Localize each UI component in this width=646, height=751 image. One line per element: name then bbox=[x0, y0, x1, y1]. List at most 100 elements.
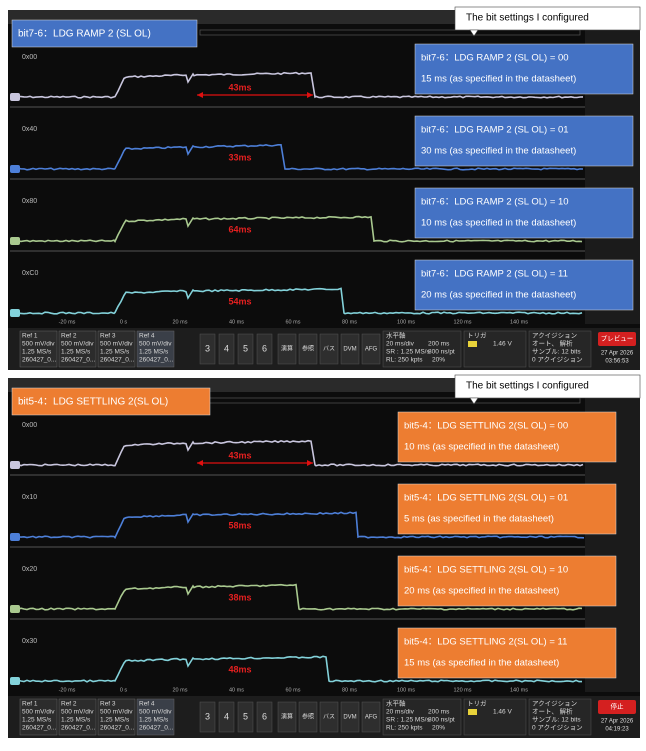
control-button[interactable] bbox=[361, 701, 381, 733]
control-button[interactable] bbox=[218, 333, 235, 365]
ref-name: Ref 4 bbox=[139, 333, 155, 340]
button-label: 4 bbox=[224, 711, 229, 721]
button-label: 5 bbox=[243, 711, 248, 721]
trigger-box bbox=[463, 698, 527, 736]
x-axis-label: 60 ms bbox=[286, 319, 301, 325]
channel-code: 0x40 bbox=[22, 126, 37, 133]
h-length: 200 ms bbox=[428, 709, 450, 716]
control-button[interactable] bbox=[237, 701, 254, 733]
control-button[interactable] bbox=[340, 701, 360, 733]
ref-tile[interactable] bbox=[136, 330, 175, 368]
status-text: プレビュー bbox=[601, 334, 634, 343]
note-text: The bit settings I configured bbox=[466, 13, 589, 24]
waveform bbox=[11, 439, 584, 467]
x-axis-label: 0 s bbox=[120, 319, 128, 325]
spec-text: 10 ms (as specified in the datasheet) bbox=[404, 442, 559, 453]
control-button[interactable] bbox=[319, 333, 339, 365]
ref-tile[interactable] bbox=[136, 698, 175, 736]
channel-marker bbox=[10, 93, 20, 101]
control-button[interactable] bbox=[199, 333, 216, 365]
duration-label: 54ms bbox=[228, 296, 251, 306]
waveform bbox=[11, 215, 583, 244]
title-callout bbox=[11, 387, 211, 416]
ref-tile[interactable] bbox=[97, 698, 136, 736]
duration-label: 43ms bbox=[228, 450, 251, 460]
title-text: bit7-6：LDG RAMP 2 (SL OL) bbox=[18, 29, 151, 40]
ref-file: 260427_0... bbox=[139, 725, 174, 732]
x-axis-label: 0 s bbox=[120, 687, 128, 693]
note-box bbox=[454, 6, 641, 31]
ref-tile[interactable] bbox=[19, 698, 58, 736]
title-text: bit5-4：LDG SETTLING 2(SL OL) bbox=[18, 397, 168, 408]
title-callout bbox=[11, 19, 198, 48]
button-label: 6 bbox=[262, 711, 267, 721]
control-button[interactable] bbox=[340, 333, 360, 365]
control-button[interactable] bbox=[218, 701, 235, 733]
ref-tile[interactable] bbox=[58, 698, 97, 736]
control-button[interactable] bbox=[256, 333, 273, 365]
channel-code: 0x20 bbox=[22, 566, 37, 573]
setting-text: bit7-6：LDG RAMP 2 (SL OL) = 00 bbox=[421, 53, 569, 64]
waveform bbox=[11, 655, 582, 683]
waveform bbox=[11, 71, 584, 99]
control-button[interactable] bbox=[237, 333, 254, 365]
x-axis-label: 120 ms bbox=[453, 319, 471, 325]
channel-marker bbox=[10, 605, 20, 613]
status-button[interactable] bbox=[598, 700, 636, 714]
h-scale: 20 ms/div bbox=[386, 341, 415, 348]
time-text: 04:19:23 bbox=[605, 727, 629, 733]
setting-callout bbox=[414, 115, 634, 167]
waveform bbox=[11, 143, 584, 171]
control-button[interactable] bbox=[298, 333, 318, 365]
button-label: AFG bbox=[365, 715, 378, 721]
spec-text: 20 ms (as specified in the datasheet) bbox=[404, 586, 559, 597]
trigger-level: 1.46 V bbox=[493, 709, 512, 716]
setting-callout bbox=[414, 43, 634, 95]
h-record: RL: 250 kpts bbox=[386, 725, 423, 732]
x-axis-label: 100 ms bbox=[397, 687, 415, 693]
waveform bbox=[11, 583, 583, 611]
horizontal-box bbox=[382, 698, 462, 736]
ref-tile[interactable] bbox=[97, 330, 136, 368]
h-heading: 水平軸 bbox=[386, 699, 406, 708]
button-label: バス bbox=[323, 346, 335, 353]
x-axis-label: 20 ms bbox=[173, 687, 188, 693]
status-button[interactable] bbox=[598, 332, 636, 346]
setting-text: bit7-6：LDG RAMP 2 (SL OL) = 01 bbox=[421, 125, 569, 136]
control-button[interactable] bbox=[277, 701, 297, 733]
control-button[interactable] bbox=[319, 701, 339, 733]
ref-tile[interactable] bbox=[19, 330, 58, 368]
h-resolution: 800 ns/pt bbox=[428, 717, 455, 724]
note-box bbox=[454, 374, 641, 399]
channel-marker bbox=[10, 677, 20, 685]
ref-tile[interactable] bbox=[58, 330, 97, 368]
channel-marker bbox=[10, 461, 20, 469]
note-text: The bit settings I configured bbox=[466, 381, 589, 392]
ref-scale: 500 mV/div bbox=[139, 709, 172, 716]
control-button[interactable] bbox=[277, 333, 297, 365]
ref-name: Ref 1 bbox=[22, 333, 38, 340]
ref-name: Ref 3 bbox=[100, 701, 116, 708]
x-axis-label: 60 ms bbox=[286, 687, 301, 693]
x-axis-label: 80 ms bbox=[342, 319, 357, 325]
channel-marker bbox=[10, 309, 20, 317]
control-button[interactable] bbox=[298, 701, 318, 733]
channel-marker bbox=[10, 165, 20, 173]
control-button[interactable] bbox=[361, 333, 381, 365]
button-label: 参照 bbox=[302, 713, 314, 721]
ref-scale: 500 mV/div bbox=[61, 341, 94, 348]
ref-rate: 1.25 MS/s bbox=[61, 349, 91, 356]
ref-scale: 500 mV/div bbox=[100, 709, 133, 716]
note-tail bbox=[469, 29, 479, 37]
spec-text: 30 ms (as specified in the datasheet) bbox=[421, 146, 576, 157]
button-label: DVM bbox=[343, 347, 356, 353]
control-button[interactable] bbox=[199, 701, 216, 733]
channel-code: 0x10 bbox=[22, 494, 37, 501]
horizontal-box bbox=[382, 330, 462, 368]
button-label: 3 bbox=[205, 343, 210, 353]
acq-heading: アクイジション bbox=[532, 332, 577, 340]
control-button[interactable] bbox=[256, 701, 273, 733]
ref-scale: 500 mV/div bbox=[22, 341, 55, 348]
duration-label: 38ms bbox=[228, 592, 251, 602]
ref-file: 260427_0... bbox=[22, 357, 57, 364]
